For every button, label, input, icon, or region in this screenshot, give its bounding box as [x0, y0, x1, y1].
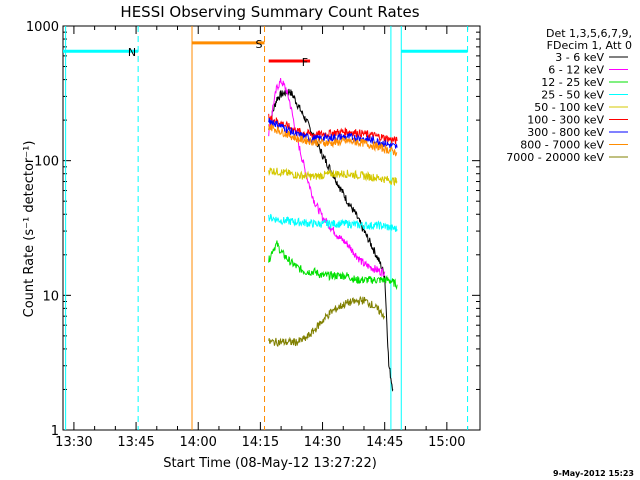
- x-tick-label: 14:45: [366, 435, 403, 450]
- series-line: [268, 78, 386, 278]
- flag-label: F: [302, 56, 308, 69]
- legend-label: 12 - 25 keV: [541, 76, 604, 89]
- legend-label: 3 - 6 keV: [555, 51, 604, 64]
- legend-label: 50 - 100 keV: [534, 101, 604, 114]
- flag-label: N: [128, 46, 136, 59]
- legend-label: 6 - 12 keV: [548, 64, 604, 77]
- legend: Det 1,3,5,6,7,9,FDecim 1, Att 03 - 6 keV…: [506, 27, 632, 164]
- y-tick-label: 100: [34, 155, 59, 170]
- y-tick-label: 1000: [26, 20, 59, 35]
- plot-area: 1 10 100 1000 13:30 13:45 14:00 14:15 14:30 14:45…: [26, 20, 481, 450]
- y-tick-label: 1: [51, 424, 59, 439]
- legend-header: FDecim 1, Att 0: [547, 39, 632, 52]
- x-tick-label: 14:00: [179, 435, 216, 450]
- footer-timestamp: 9-May-2012 15:23: [553, 469, 634, 478]
- chart-title: HESSI Observing Summary Count Rates: [120, 3, 419, 21]
- series-line: [268, 123, 398, 157]
- plot-frame: [62, 25, 481, 431]
- legend-label: 300 - 800 keV: [527, 126, 604, 139]
- series-line: [268, 240, 398, 291]
- x-tick-label: 13:45: [117, 435, 154, 450]
- x-tick-label: 14:15: [242, 435, 279, 450]
- series-line: [268, 295, 386, 347]
- y-tick-label: 10: [42, 289, 59, 304]
- x-tick-label: 13:30: [55, 435, 92, 450]
- y-axis-label: Count Rate (s⁻¹ detector⁻¹): [22, 141, 37, 318]
- x-axis-label: Start Time (08-May-12 13:27:22): [163, 456, 377, 471]
- x-tick-label: 14:30: [304, 435, 341, 450]
- series-line: [268, 113, 398, 145]
- series-line: [268, 167, 398, 187]
- legend-label: 25 - 50 keV: [541, 89, 604, 102]
- series-line: [268, 213, 398, 232]
- legend-header: Det 1,3,5,6,7,9,: [546, 27, 632, 40]
- flag-label: S: [256, 38, 263, 51]
- legend-label: 800 - 7000 keV: [520, 139, 604, 152]
- x-tick-label: 15:00: [428, 435, 465, 450]
- legend-label: 7000 - 20000 keV: [506, 151, 604, 164]
- legend-label: 100 - 300 keV: [527, 114, 604, 127]
